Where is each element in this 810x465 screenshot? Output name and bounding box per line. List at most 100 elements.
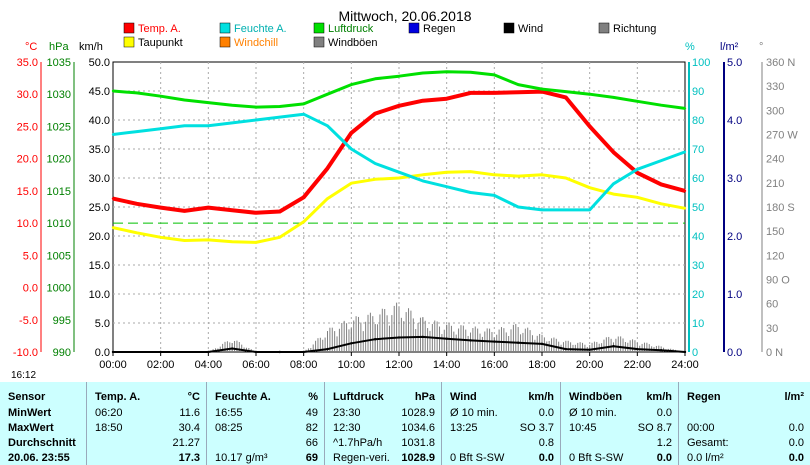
stats-cell-value: 1034.6 (401, 422, 435, 434)
data-point (588, 348, 591, 351)
data-point (278, 210, 282, 213)
data-point (397, 336, 401, 339)
weather-chart: 35.0 30.0 25.0 20.0 15.0 10.0 5.0 0.0 -5.0 -10.0 1… (13, 8, 798, 371)
data-point (636, 196, 639, 199)
data-point (326, 93, 329, 96)
data-point (373, 162, 377, 165)
data-point (564, 96, 568, 99)
data-point (254, 118, 258, 122)
stats-cell-value: 49 (305, 407, 318, 419)
data-point (278, 350, 282, 354)
wind-unit-label: km/h (79, 41, 103, 53)
data-point (254, 241, 258, 244)
stats-cell-value: 0.0 (538, 452, 554, 464)
data-point (493, 194, 496, 197)
data-point (135, 202, 139, 205)
data-point (111, 133, 115, 136)
data-point (207, 101, 210, 104)
data-point (659, 183, 663, 186)
data-point (159, 127, 162, 130)
plot-area (111, 70, 687, 354)
data-point (111, 197, 115, 200)
stats-cell-info: 18:50 (95, 422, 123, 434)
direction-axis-tick-label: 120 (766, 250, 784, 262)
temp-axis-tick-label: 15.0 (17, 186, 38, 198)
data-point (421, 71, 425, 75)
stats-cell-info: 12:30 (333, 422, 361, 434)
stats-cell-info: 23:30 (333, 407, 361, 419)
stats-cell-value: 0.8 (538, 437, 554, 449)
data-point (207, 350, 210, 354)
data-point (493, 340, 496, 343)
direction-axis-tick-label: 330 (766, 81, 784, 93)
stats-unit: hPa (414, 391, 435, 403)
data-point (612, 151, 615, 154)
humidity-axis-tick-label: 90 (692, 86, 704, 98)
stats-row-label: MaxWert (8, 422, 54, 434)
legend-label: Temp. A. (138, 23, 181, 35)
legend-swatch (219, 22, 231, 34)
legend-swatch (313, 36, 325, 48)
x-tick-label: 14:00 (433, 359, 461, 371)
data-point (207, 206, 210, 209)
data-point (493, 173, 496, 176)
pressure-axis-tick-label: 1000 (47, 283, 71, 295)
legend-swatch (313, 22, 325, 34)
data-point (302, 102, 305, 106)
legend-label: Wind (518, 23, 543, 35)
stats-row-label: MinWert (8, 407, 52, 419)
temp-unit-label: °C (25, 41, 37, 53)
data-point (302, 350, 305, 354)
data-point (612, 96, 615, 99)
data-point (183, 239, 186, 242)
stats-header: Luftdruck (333, 391, 384, 403)
data-point (254, 105, 258, 109)
data-point (373, 338, 377, 341)
stats-cell-value: 82 (305, 422, 318, 434)
data-point (397, 176, 401, 180)
data-point (350, 342, 353, 345)
stats-cell-value: 21.27 (172, 437, 200, 449)
rain-unit-label: l/m² (720, 41, 739, 53)
right-axes: 10090807060504030201005.04.03.02.01.00.0… (688, 57, 798, 359)
data-point (659, 202, 663, 205)
direction-axis-tick-label: 30 (766, 323, 778, 335)
data-point (636, 171, 639, 175)
stats-cell-info: 00:00 (687, 422, 715, 434)
stats-unit: °C (187, 391, 200, 403)
legend-swatch (219, 36, 231, 48)
temp-axis-tick-label: 10.0 (17, 218, 38, 230)
wind-axis-tick-label: 45.0 (89, 86, 110, 98)
stats-column: Luftdruck hPa 23:30 1028.9 12:30 1034.6 ^1.7hP… (324, 382, 441, 465)
stats-header: Sensor (8, 391, 46, 403)
x-tick-label: 16:00 (481, 359, 509, 371)
data-point (636, 100, 639, 103)
data-point (135, 231, 139, 234)
data-point (540, 87, 544, 91)
x-tick-label: 12:00 (385, 359, 413, 371)
data-point (469, 91, 472, 95)
data-point (636, 347, 639, 351)
temp-axis-tick-label: 5.0 (23, 250, 38, 262)
stats-row-label: Durchschnitt (8, 437, 76, 449)
chart-legend: Temp. A. Feuchte A. Luftdruck Regen Wind Rich… (123, 22, 656, 49)
stats-cell-value: 0.0 (788, 422, 804, 434)
stats-header: Regen (687, 391, 721, 403)
data-point (683, 150, 687, 154)
temp-axis-tick-label: 25.0 (17, 121, 38, 133)
data-point (683, 350, 687, 354)
data-point (254, 211, 258, 214)
rain-axis-tick-label: 3.0 (727, 173, 742, 185)
data-point (445, 185, 448, 188)
stats-column: Temp. A. °C 06:20 11.6 18:50 30.4 21.27 17.3 (86, 382, 206, 465)
x-axis-ticks: 00:00 02:00 04:00 06:00 08:00 10:00 12:00 14:00… (99, 352, 699, 371)
stats-cell-value: SO 3.7 (519, 422, 554, 434)
direction-axis-tick-label: 270 W (766, 130, 798, 142)
stats-header: Feuchte A. (215, 391, 271, 403)
left-axes: 35.0 30.0 25.0 20.0 15.0 10.0 5.0 0.0 -5.0 -10.0 1… (13, 41, 763, 359)
stats-cell-info: 10:45 (569, 422, 597, 434)
stats-cell-info: 06:20 (95, 407, 123, 419)
stats-cell-info: 13:25 (450, 422, 478, 434)
status-bar: 16:12 (0, 370, 810, 382)
pressure-axis-tick-label: 1035 (47, 57, 71, 69)
